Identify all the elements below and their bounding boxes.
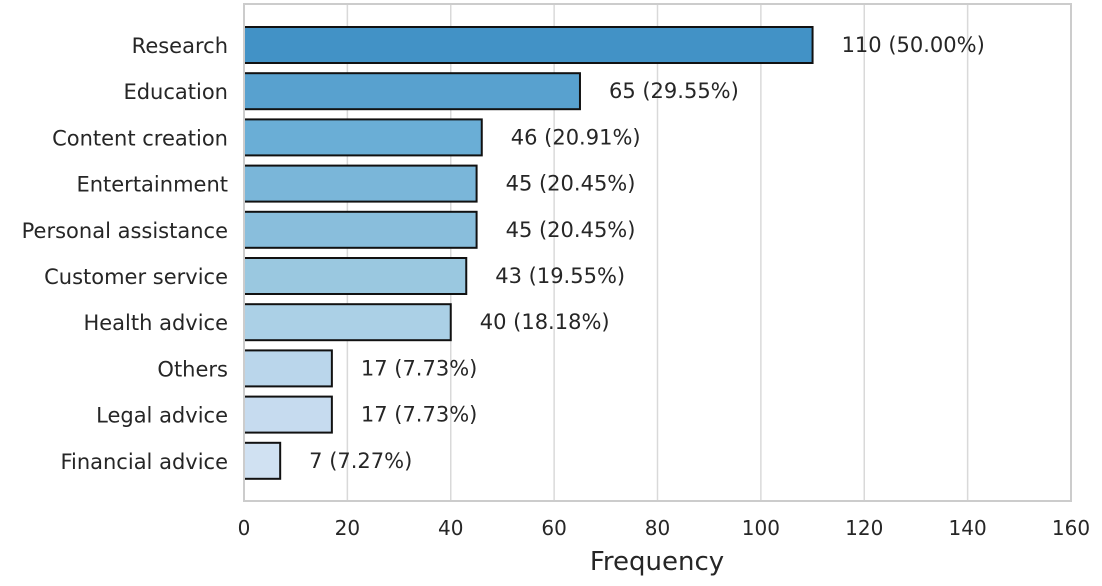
data-label: 17 (7.73%) [361,403,478,427]
y-tick-label: Content creation [52,126,228,150]
bar [243,164,478,203]
y-tick-label: Legal advice [96,404,228,428]
x-axis-title: Frequency [590,547,724,577]
bar [243,72,581,111]
bar-layer [243,26,814,480]
x-tick-label: 80 [645,516,670,540]
y-tick-label: Customer service [44,265,228,289]
x-tick-label-layer: 0 20 40 60 80 100 120 140 160 [238,516,1090,540]
y-tick-label: Others [157,357,228,381]
y-tick-label: Entertainment [76,173,228,197]
data-label: 45 (20.45%) [506,172,636,196]
data-label: 40 (18.18%) [480,310,610,334]
bar [243,210,478,249]
y-tick-label: Education [123,80,228,104]
x-tick-label: 0 [238,516,251,540]
data-label: 43 (19.55%) [495,264,625,288]
data-label: 65 (29.55%) [609,79,739,103]
data-label: 7 (7.27%) [309,449,412,473]
bar [243,349,333,388]
y-tick-label: Health advice [83,311,228,335]
x-tick-label: 100 [742,516,780,540]
data-label: 17 (7.73%) [361,356,478,380]
y-tick-label: Financial advice [60,450,228,474]
bar [243,257,468,295]
y-tick-label-layer: Research Education Content creation Enterta… [22,34,228,474]
x-tick-label: 40 [438,516,463,540]
data-label: 46 (20.91%) [511,125,641,149]
x-tick-label: 120 [845,516,883,540]
axes-spines [243,3,1072,502]
x-tick-label: 140 [949,516,987,540]
plot-frame [243,3,1072,502]
bar [243,118,483,157]
bar [243,303,452,342]
x-tick-label: 160 [1052,516,1090,540]
data-label: 45 (20.45%) [506,218,636,242]
data-label: 110 (50.00%) [842,33,985,57]
x-tick-label: 60 [541,516,566,540]
bar [243,26,814,64]
y-tick-label: Research [132,34,228,58]
x-tick-label: 20 [335,516,360,540]
bar [243,395,333,434]
bar [243,441,282,480]
data-label-layer: 110 (50.00%) 65 (29.55%) 46 (20.91%) 45 (20… [309,33,985,473]
y-tick-label: Personal assistance [22,219,228,243]
